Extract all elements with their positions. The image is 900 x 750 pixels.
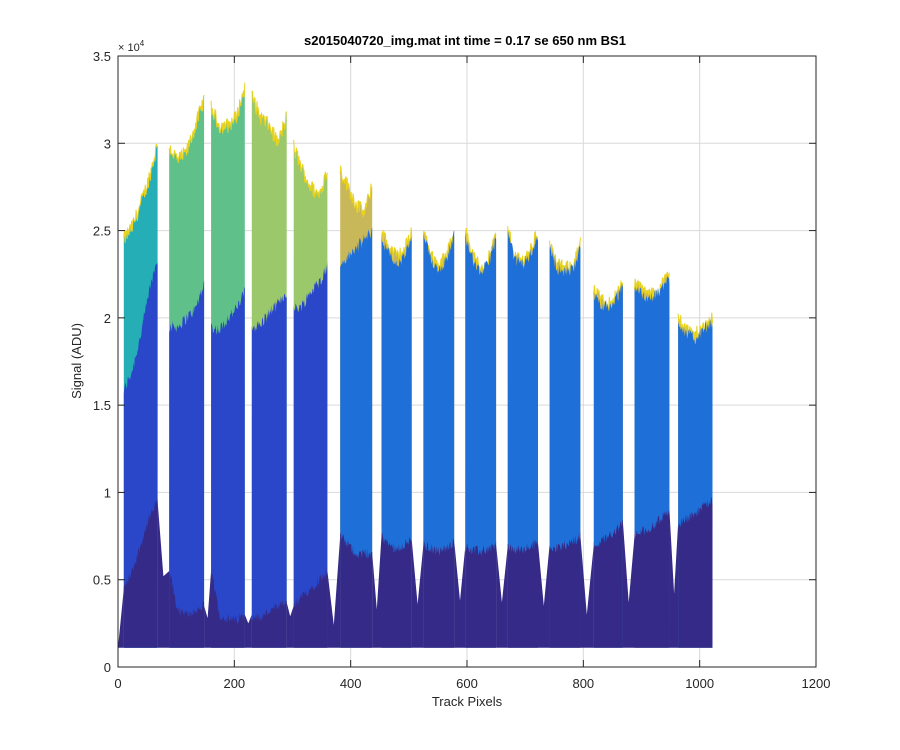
trough-band [244,614,252,648]
plateau-mid-band [211,287,245,648]
tick-labels: 0 200 400 600 800 1000 1200 0 0.5 1 1.5 2 2.5 3 3.5 [93,49,831,691]
x-tick-label: 800 [572,676,594,691]
plateau-low-band [634,508,670,648]
y-exponent-label: × 104 [118,39,145,54]
x-tick-label: 0 [114,676,121,691]
plateau-mid-band [293,260,328,648]
trough-band [286,602,294,648]
trough-band [496,544,508,648]
plateau-low-band [549,531,581,648]
plateau-top-edge [634,271,670,301]
y-tick-label: 0.5 [93,573,111,588]
axes [117,55,817,668]
trough-band [454,541,466,648]
trough-band [411,539,424,648]
y-tick-label: 3 [104,136,111,151]
plateau-low-band [678,497,713,648]
leading-edge-band [118,588,124,648]
plateau-top-edge [168,94,205,163]
plateau-low-band [211,569,245,648]
plateau-low-band [381,532,412,648]
y-tick-label: 2.5 [93,224,111,239]
plateau-mid-band [465,232,497,648]
plateau-low-band [293,568,328,648]
plateau-top-edge [123,143,158,243]
plateau-top-edge [423,231,455,271]
plateau-low-band [423,538,455,648]
y-tick-label: 3.5 [93,49,111,64]
trough-band [204,571,212,648]
y-axis-label: Signal (ADU) [69,323,84,399]
y-exponent-power: 4 [140,39,145,48]
chart-title: s2015040720_img.mat int time = 0.17 se 6… [304,33,626,48]
y-tick-label: 2 [104,311,111,326]
plateau-top-edge [210,82,246,134]
trough-band [372,536,382,648]
plateau-mid-band [423,230,455,648]
plateau-low-band [593,518,623,648]
plateau-top-edge [339,165,373,218]
plateau-low-band [340,532,373,648]
y-tick-label: 0 [104,660,111,675]
plateau-top-edge [549,237,581,276]
trough-band [538,543,550,648]
y-tick-label: 1 [104,485,111,500]
x-tick-label: 1000 [685,676,714,691]
plateau-mid-band [251,294,287,648]
plot-data [118,82,713,648]
trough-band [157,501,170,648]
trough-band [622,522,635,648]
plateau-mid-band [169,280,205,648]
plateau-low-band [251,600,287,648]
x-tick-label: 400 [340,676,362,691]
plateau-low-band [123,498,158,648]
plateau-top-edge [251,90,288,147]
x-tick-label: 600 [456,676,478,691]
plateau-mid-band [340,227,373,648]
trough-band [327,536,341,648]
x-axis-label: Track Pixels [432,694,503,709]
x-tick-label: 200 [223,676,245,691]
plateau-low-band [465,540,497,648]
plateau-mid-band [507,230,538,648]
plateau-low-band [507,539,538,648]
y-tick-label: 1.5 [93,398,111,413]
plateau-top-edge [293,139,328,199]
x-tick-label: 1200 [802,676,831,691]
plateau-low-band [169,571,205,648]
plateau-top-edge [381,227,413,262]
trough-band [669,509,679,648]
trough-band [580,536,594,648]
y-exponent-base: × 10 [118,42,140,54]
